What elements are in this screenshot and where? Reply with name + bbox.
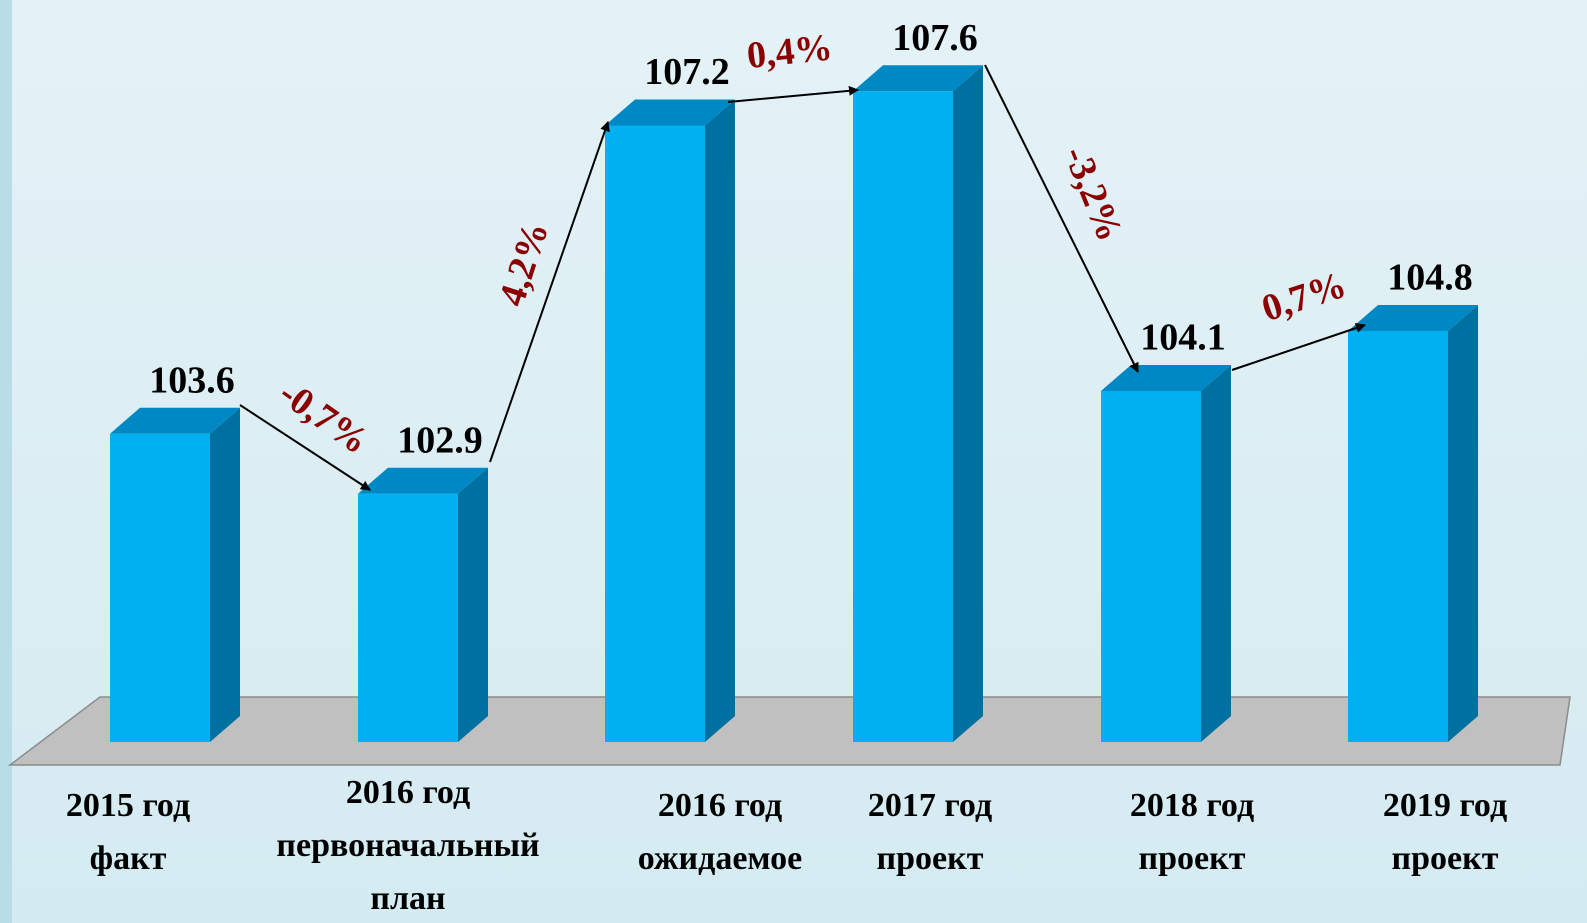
bar (110, 433, 210, 742)
arrow (1231, 323, 1366, 371)
x-tick-label-line: 2015 год (66, 787, 190, 824)
bar (1101, 390, 1201, 742)
x-tick-label: 2016 год первоначальный план (276, 774, 539, 917)
x-tick-label-line: проект (1139, 840, 1246, 877)
bar (853, 91, 953, 742)
value-label: 107.6 (892, 17, 978, 59)
bar (605, 125, 705, 742)
value-label: 107.2 (644, 51, 730, 93)
x-tick-label-line: 2018 год (1130, 787, 1254, 824)
arrow (239, 404, 371, 491)
bar-top (1348, 305, 1478, 331)
floor (7, 696, 1571, 766)
x-tick-label-line: факт (90, 840, 167, 877)
x-tick-label: 2015 год факт (66, 787, 190, 877)
x-tick-label-line: 2016 год (658, 787, 782, 824)
bar-side (1448, 305, 1478, 742)
left-edge (0, 0, 12, 923)
arrow (727, 85, 859, 103)
bar-top (605, 99, 735, 126)
bar-top (110, 407, 240, 434)
x-tick-label-line: 2019 год (1383, 787, 1507, 824)
bar-side (953, 65, 983, 742)
bar (1348, 331, 1448, 742)
value-label: 104.8 (1387, 257, 1473, 299)
bar-top (853, 65, 983, 92)
arrow (489, 121, 610, 463)
bar-top (358, 467, 488, 494)
arrow (984, 64, 1139, 373)
bar-side (210, 407, 240, 742)
value-label: 102.9 (397, 419, 483, 461)
value-label: 103.6 (149, 359, 235, 401)
change-annotation: 0,4% (745, 26, 834, 77)
x-tick-label-line: 2016 год (346, 774, 470, 811)
bar-side (458, 467, 488, 742)
x-tick-label-line: 2017 год (868, 787, 992, 824)
x-tick-label: 2019 год проект (1383, 787, 1507, 877)
x-tick-label-line: ожидаемое (638, 840, 803, 877)
x-tick-label-line: план (370, 880, 445, 917)
value-label: 104.1 (1140, 317, 1226, 359)
bar (358, 493, 458, 742)
x-tick-label-line: первоначальный (276, 827, 539, 864)
bar-side (1201, 364, 1231, 742)
x-tick-label-line: проект (1392, 840, 1499, 877)
x-tick-label: 2017 год проект (868, 787, 992, 877)
bar-side (705, 99, 735, 742)
x-tick-label: 2016 год ожидаемое (638, 787, 803, 877)
x-tick-label: 2018 год проект (1130, 787, 1254, 877)
x-tick-label-line: проект (877, 840, 984, 877)
